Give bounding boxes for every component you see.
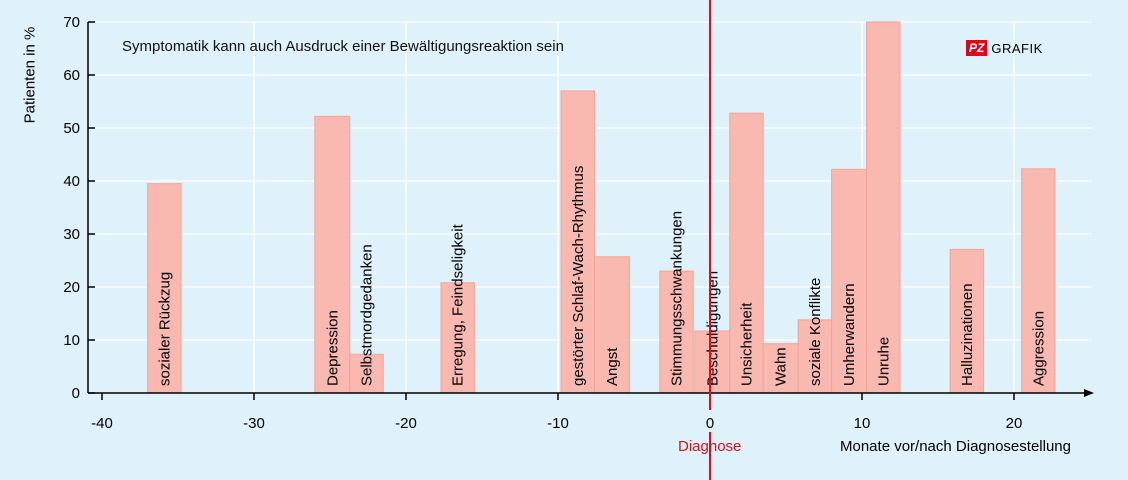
- bar: [147, 183, 182, 394]
- y-axis-label: Patienten in %: [21, 26, 39, 124]
- bar: [440, 282, 475, 394]
- x-axis-arrow: [1084, 389, 1094, 397]
- bar-label: Erregung, Feindseligkeit: [450, 223, 467, 386]
- x-tick-label: -10: [547, 415, 569, 432]
- bar: [659, 270, 694, 394]
- x-tick-label: -30: [243, 415, 265, 432]
- y-tick-label: 0: [72, 385, 80, 402]
- x-tick-label: 10: [854, 415, 871, 432]
- y-tick-label: 10: [63, 332, 80, 349]
- y-tick-label: 50: [63, 120, 80, 137]
- pz-grafik-logo: PZ GRAFIK: [966, 40, 1043, 56]
- chart-subtitle: Symptomatik kann auch Ausdruck einer Bew…: [122, 38, 564, 55]
- axis-layer: 0 10 20 30 40 50 60 70 -40 -30 -20 -10 0 10 20: [63, 0, 1094, 480]
- bar: [314, 115, 351, 394]
- bar-label: Depression: [324, 310, 341, 386]
- x-tick-label: 20: [1006, 415, 1023, 432]
- grafik-logo-text: GRAFIK: [991, 40, 1043, 56]
- y-tick-label: 70: [63, 14, 80, 31]
- bar-label: Aggression: [1030, 311, 1047, 386]
- bar-label: Wahn: [773, 347, 790, 386]
- bar-label: gestörter Schlaf-Wach-Rhythmus: [570, 166, 587, 386]
- bars-layer: sozialer Rückzug Depression Selbstmordgeda…: [147, 21, 1056, 394]
- bar-label: Beschuldigungen: [704, 271, 721, 386]
- x-tick-label: -20: [395, 415, 417, 432]
- bar-label: Angst: [604, 347, 621, 386]
- y-tick-label: 40: [63, 173, 80, 190]
- bar-label: sozialer Rückzug: [156, 272, 173, 386]
- y-tick-label: 20: [63, 279, 80, 296]
- bar: [729, 112, 764, 394]
- bar-label: Umherwandern: [841, 283, 858, 386]
- bar-label: Stimmungsschwankungen: [669, 211, 686, 386]
- bar: [831, 168, 868, 394]
- diagnose-marker-label: Diagnose: [678, 438, 742, 455]
- bar: [797, 319, 833, 394]
- y-tick-label: 60: [63, 67, 80, 84]
- bar-label: Unsicherheit: [738, 302, 755, 386]
- x-tick-label: -40: [91, 415, 113, 432]
- y-tick-label: 30: [63, 226, 80, 243]
- x-tick-label: 0: [706, 415, 714, 432]
- x-axis-label: Monate vor/nach Diagnosestellung: [840, 438, 1071, 455]
- bar: [762, 343, 799, 394]
- bar-label: soziale Konflikte: [807, 278, 824, 386]
- bar-label: Unruhe: [875, 337, 892, 386]
- bar-label: Halluzinationen: [959, 283, 976, 386]
- pz-logo-box: PZ: [966, 40, 988, 56]
- y-axis-label-box: Patienten in %: [10, 20, 50, 130]
- bar-label: Selbstmordgedanken: [358, 244, 375, 386]
